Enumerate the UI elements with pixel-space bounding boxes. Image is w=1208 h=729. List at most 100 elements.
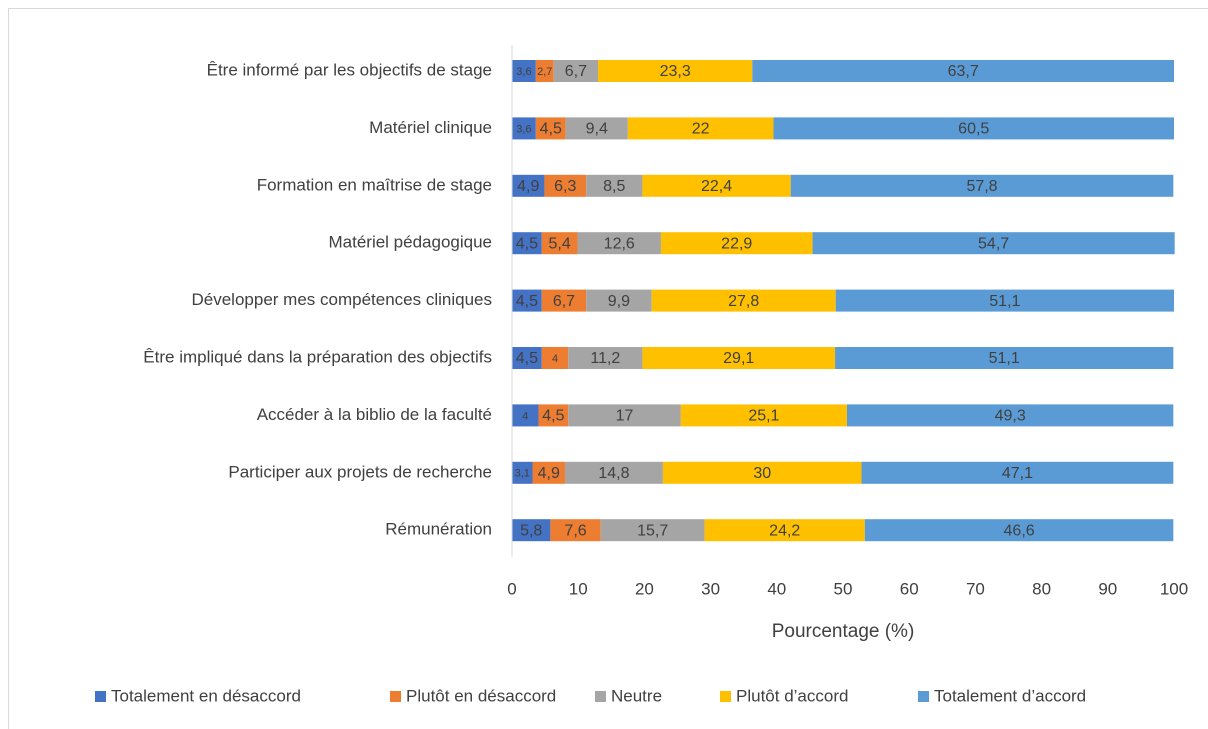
bar-segment: [538, 404, 569, 427]
y-tick-label: Formation en maîtrise de stage: [257, 175, 492, 194]
y-tick-label: Participer aux projets de recherche: [228, 462, 492, 481]
data-label: 14,8: [598, 465, 629, 482]
data-label: 54,7: [978, 235, 1009, 252]
data-label: 4,5: [516, 350, 538, 367]
data-label: 4,9: [538, 465, 560, 482]
bar-segment: [864, 519, 1174, 542]
data-label: 12,6: [604, 235, 635, 252]
x-tick-label: 70: [966, 579, 985, 598]
bar-segment: [535, 117, 566, 140]
x-tick-label: 40: [767, 579, 786, 598]
x-tick-label: 20: [635, 579, 654, 598]
legend-swatch: [918, 691, 929, 702]
bar-segment: [544, 174, 587, 197]
bar-segment: [512, 60, 536, 82]
bar-segment: [704, 519, 865, 542]
data-label: 8,5: [603, 178, 625, 195]
bar-segment: [600, 519, 705, 542]
bar-segment: [512, 117, 536, 140]
data-label: 15,7: [637, 522, 668, 539]
data-label: 63,7: [948, 63, 979, 80]
bar-segment: [512, 289, 542, 312]
data-label: 4: [552, 353, 558, 365]
data-label: 49,3: [995, 408, 1026, 425]
y-tick-label: Être impliqué dans la préparation des ob…: [143, 347, 492, 366]
bar-segment: [790, 174, 1174, 197]
data-label: 9,9: [608, 293, 630, 310]
bar-segment: [773, 117, 1174, 140]
data-label: 25,1: [748, 408, 779, 425]
bar-segment: [812, 232, 1175, 255]
bar-segment: [752, 60, 1174, 82]
legend-label: Totalement en désaccord: [111, 686, 301, 705]
bar-segment: [861, 461, 1174, 484]
chart-border: [8, 8, 1208, 729]
bar-segment: [512, 461, 533, 484]
bar-segment: [553, 60, 599, 82]
data-label: 46,6: [1004, 522, 1035, 539]
x-tick-label: 50: [834, 579, 853, 598]
data-label: 23,3: [660, 63, 691, 80]
bar-segment: [512, 232, 542, 255]
bar-segment: [577, 232, 661, 255]
x-tick-label: 90: [1098, 579, 1117, 598]
x-tick-label: 10: [569, 579, 588, 598]
data-label: 6,7: [553, 293, 575, 310]
data-label: 51,1: [989, 293, 1020, 310]
bar-segment: [568, 347, 643, 369]
bar-segment: [651, 289, 836, 312]
data-label: 27,8: [728, 293, 759, 310]
data-label: 6,7: [565, 63, 587, 80]
bar-segment: [835, 347, 1174, 369]
legend-label: Neutre: [611, 686, 662, 705]
data-label: 4,5: [542, 408, 564, 425]
data-label: 4,9: [517, 178, 539, 195]
data-label: 29,1: [723, 350, 754, 367]
bar-segment: [642, 347, 836, 369]
data-label: 11,2: [590, 350, 620, 367]
data-label: 51,1: [989, 350, 1020, 367]
data-label: 30: [753, 465, 771, 482]
data-label: 4,5: [516, 293, 538, 310]
data-label: 22,4: [701, 178, 732, 195]
data-label: 17: [616, 408, 634, 425]
bar-segment: [598, 60, 753, 82]
data-label: 7,6: [564, 522, 586, 539]
data-label: 4,5: [516, 235, 538, 252]
bar-segment: [541, 347, 569, 369]
bar-segment: [642, 174, 791, 197]
legend-label: Totalement d’accord: [934, 686, 1086, 705]
x-tick-label: 80: [1032, 579, 1051, 598]
bar-segment: [565, 117, 628, 140]
data-label: 4: [522, 410, 528, 422]
bar-segment: [586, 174, 643, 197]
bar-segment: [541, 289, 587, 312]
x-axis-title: Pourcentage (%): [772, 621, 915, 642]
y-tick-label: Être informé par les objectifs de stage: [207, 60, 492, 79]
data-label: 47,1: [1002, 465, 1033, 482]
x-tick-label: 30: [701, 579, 720, 598]
data-label: 5,8: [520, 522, 542, 539]
legend-swatch: [95, 691, 106, 702]
data-label: 22: [692, 121, 710, 138]
bar-segment: [512, 174, 545, 197]
data-label: 60,5: [958, 121, 989, 138]
bar-segment: [660, 232, 813, 255]
legend-swatch: [390, 691, 401, 702]
bar-segment: [541, 232, 578, 255]
data-label: 57,8: [966, 178, 997, 195]
legend-swatch: [720, 691, 731, 702]
data-label: 3,6: [516, 123, 531, 135]
bar-segment: [586, 289, 652, 312]
bar-segment: [568, 404, 681, 427]
bar-segment: [564, 461, 663, 484]
data-label: 2,7: [537, 66, 552, 78]
bar-segment: [627, 117, 774, 140]
data-label: 3,1: [515, 468, 530, 480]
bar-segment: [512, 519, 551, 542]
data-label: 6,3: [554, 178, 576, 195]
y-tick-label: Développer mes compétences cliniques: [192, 290, 493, 309]
legend-swatch: [595, 691, 606, 702]
x-tick-label: 100: [1160, 579, 1188, 598]
